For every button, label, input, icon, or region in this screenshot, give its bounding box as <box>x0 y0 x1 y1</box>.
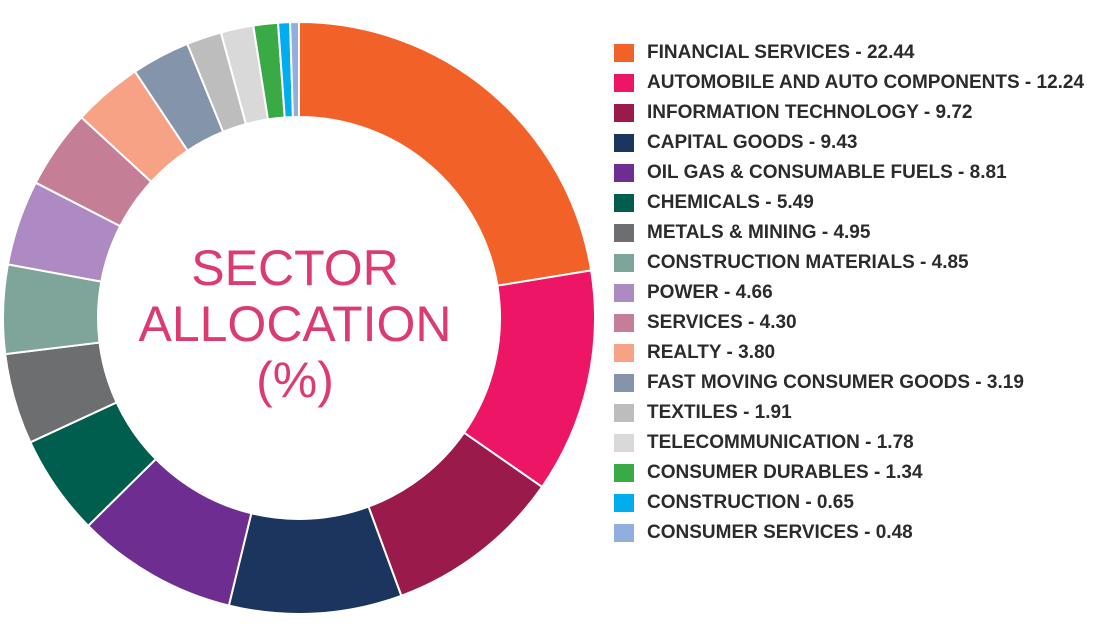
legend-label-7: METALS & MINING - 4.95 <box>647 222 871 243</box>
legend-swatch-7 <box>614 224 634 242</box>
legend-item-7: METALS & MINING - 4.95 <box>614 220 1094 246</box>
chart-title-line-1: SECTOR <box>191 240 399 296</box>
legend-label-6: CHEMICALS - 5.49 <box>647 192 814 213</box>
legend-swatch-10 <box>614 314 634 332</box>
legend-label-5: OIL GAS & CONSUMABLE FUELS - 8.81 <box>647 162 1007 183</box>
legend-swatch-15 <box>614 464 634 482</box>
legend-label-17: CONSUMER SERVICES - 0.48 <box>647 522 913 543</box>
legend-item-16: CONSTRUCTION - 0.65 <box>614 490 1094 516</box>
donut-chart <box>2 20 596 615</box>
legend-label-13: TEXTILES - 1.91 <box>647 402 792 423</box>
chart-title-line-2: ALLOCATION <box>138 296 452 352</box>
legend-item-11: REALTY - 3.80 <box>614 340 1094 366</box>
legend-label-2: AUTOMOBILE AND AUTO COMPONENTS - 12.24 <box>647 72 1085 93</box>
legend-item-5: OIL GAS & CONSUMABLE FUELS - 8.81 <box>614 160 1094 186</box>
chart-legend: FINANCIAL SERVICES - 22.44 AUTOMOBILE AND… <box>614 40 1094 550</box>
legend-swatch-14 <box>614 434 634 452</box>
legend-swatch-16 <box>614 494 634 512</box>
legend-label-1: FINANCIAL SERVICES - 22.44 <box>647 42 915 63</box>
legend-item-4: CAPITAL GOODS - 9.43 <box>614 130 1094 156</box>
legend-swatch-17 <box>614 524 634 542</box>
donut-slice-1 <box>298 20 593 287</box>
legend-swatch-13 <box>614 404 634 422</box>
legend-swatch-11 <box>614 344 634 362</box>
legend-item-12: FAST MOVING CONSUMER GOODS - 3.19 <box>614 370 1094 396</box>
chart-title: SECTOR ALLOCATION (%) <box>95 240 495 408</box>
legend-item-10: SERVICES - 4.30 <box>614 310 1094 336</box>
legend-label-16: CONSTRUCTION - 0.65 <box>647 492 854 513</box>
legend-swatch-6 <box>614 194 634 212</box>
legend-label-8: CONSTRUCTION MATERIALS - 4.85 <box>647 252 969 273</box>
legend-label-11: REALTY - 3.80 <box>647 342 776 363</box>
donut-slice-17 <box>289 20 300 119</box>
legend-swatch-12 <box>614 374 634 392</box>
legend-item-9: POWER - 4.66 <box>614 280 1094 306</box>
legend-item-17: CONSUMER SERVICES - 0.48 <box>614 520 1094 546</box>
legend-swatch-2 <box>614 74 634 92</box>
legend-item-8: CONSTRUCTION MATERIALS - 4.85 <box>614 250 1094 276</box>
legend-label-10: SERVICES - 4.30 <box>647 312 797 333</box>
legend-item-15: CONSUMER DURABLES - 1.34 <box>614 460 1094 486</box>
legend-swatch-9 <box>614 284 634 302</box>
legend-item-6: CHEMICALS - 5.49 <box>614 190 1094 216</box>
legend-label-14: TELECOMMUNICATION - 1.78 <box>647 432 914 453</box>
legend-label-12: FAST MOVING CONSUMER GOODS - 3.19 <box>647 372 1024 393</box>
legend-label-3: INFORMATION TECHNOLOGY - 9.72 <box>647 102 973 123</box>
chart-title-line-3: (%) <box>256 352 334 408</box>
legend-item-2: AUTOMOBILE AND AUTO COMPONENTS - 12.24 <box>614 70 1094 96</box>
legend-item-13: TEXTILES - 1.91 <box>614 400 1094 426</box>
legend-label-15: CONSUMER DURABLES - 1.34 <box>647 462 923 483</box>
legend-swatch-3 <box>614 104 634 122</box>
legend-swatch-8 <box>614 254 634 272</box>
legend-label-9: POWER - 4.66 <box>647 282 773 303</box>
legend-item-1: FINANCIAL SERVICES - 22.44 <box>614 40 1094 66</box>
legend-swatch-4 <box>614 134 634 152</box>
legend-item-3: INFORMATION TECHNOLOGY - 9.72 <box>614 100 1094 126</box>
legend-swatch-5 <box>614 164 634 182</box>
legend-item-14: TELECOMMUNICATION - 1.78 <box>614 430 1094 456</box>
donut-slice-4 <box>227 505 403 615</box>
legend-swatch-1 <box>614 44 634 62</box>
legend-label-4: CAPITAL GOODS - 9.43 <box>647 132 858 153</box>
